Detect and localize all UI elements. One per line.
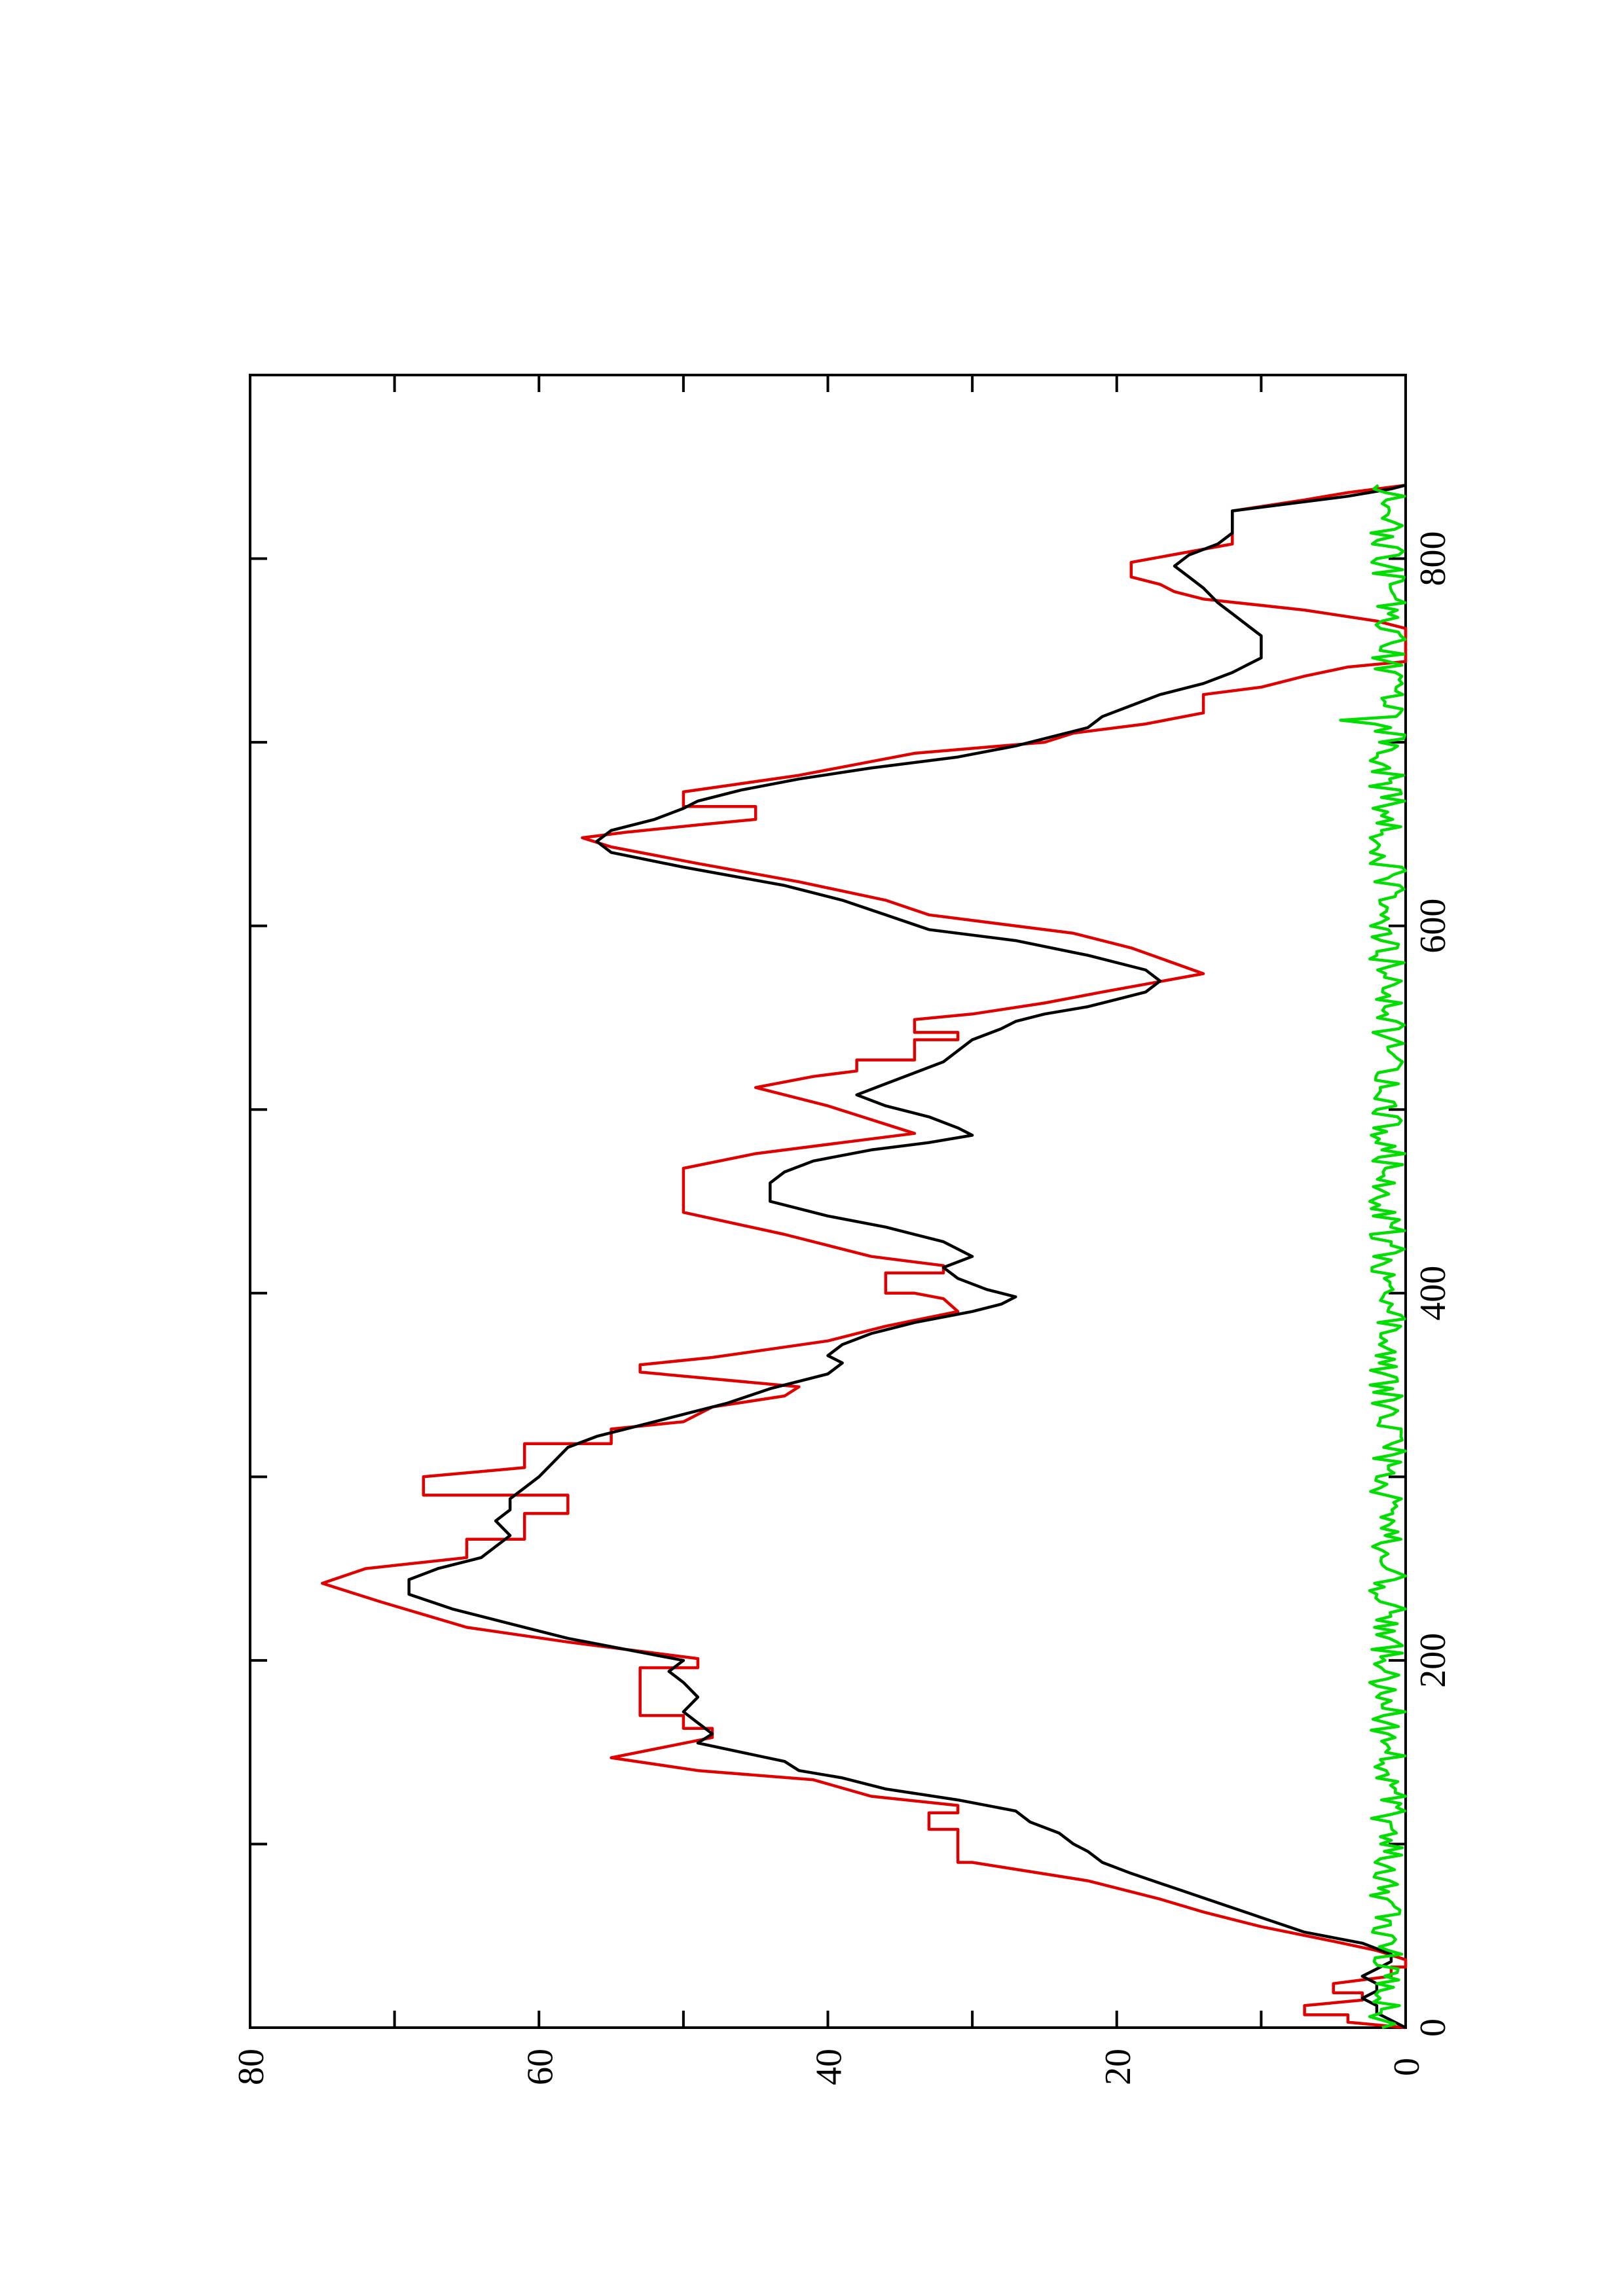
series-line-black [407,484,1407,2030]
y-tick-label: 20 [1098,2049,1139,2085]
y-tick-label: 40 [809,2049,850,2085]
x-tick-label: 400 [1413,1266,1453,1321]
y-tick-label: 60 [520,2049,560,2085]
y-tick-label: 0 [1387,2058,1427,2076]
series-line-green [1339,484,1408,2030]
x-tick-label: 800 [1413,531,1453,586]
plot-frame [249,374,1407,2029]
x-tick-label: 200 [1413,1633,1453,1688]
x-tick-label: 600 [1413,899,1453,954]
x-tick-label: 0 [1413,2018,1453,2037]
series-line-red [321,484,1408,2030]
y-tick-label: 80 [231,2049,272,2085]
plot-area: 0 200 400 600 800 0 20 40 60 80 [231,374,1453,2085]
